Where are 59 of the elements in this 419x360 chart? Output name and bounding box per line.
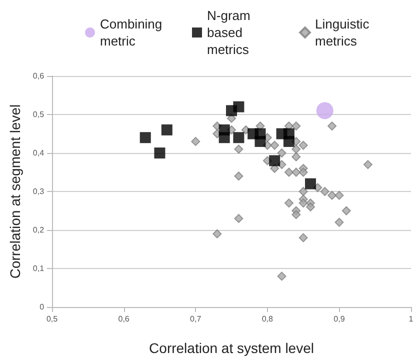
point [328, 122, 337, 131]
point [140, 132, 151, 144]
x-tick-label: 0,9 [334, 314, 346, 324]
legend-label: N-gram based metrics [207, 8, 254, 57]
point [234, 172, 244, 181]
point [292, 168, 301, 177]
point [334, 218, 344, 227]
x-tick-label: 0,5 [46, 314, 58, 324]
point [212, 229, 222, 238]
point [277, 148, 286, 158]
point [254, 136, 266, 147]
y-tick-label: 0,4 [32, 148, 45, 158]
point [316, 102, 334, 120]
point [328, 190, 337, 200]
y-tick-label: 0,3 [32, 187, 45, 196]
point [298, 187, 308, 196]
point [233, 132, 244, 144]
point [227, 114, 236, 123]
y-tick-label: 0,6 [32, 72, 45, 80]
point [233, 101, 244, 112]
point [342, 206, 351, 216]
point [304, 178, 316, 190]
y-tick-label: 0,1 [32, 264, 45, 273]
x-axis-title: Correlation at system level [149, 340, 314, 356]
point [191, 136, 200, 146]
x-tick-label: 1 [408, 314, 414, 324]
point [306, 202, 315, 212]
point [284, 198, 294, 208]
point [283, 136, 294, 147]
point [292, 144, 301, 154]
point [292, 152, 301, 162]
y-tick-label: 0,2 [32, 226, 45, 234]
point [154, 148, 166, 158]
y-tick-label: 0 [40, 302, 45, 312]
point [277, 272, 286, 281]
point [298, 140, 308, 150]
point [292, 122, 301, 131]
point [298, 233, 308, 242]
x-tick-label: 0,7 [190, 314, 202, 324]
point [270, 140, 280, 150]
point [320, 187, 330, 196]
y-axis-title: Correlation at segment level [7, 104, 23, 279]
point [218, 132, 230, 144]
point [234, 144, 244, 154]
point [284, 168, 294, 177]
legend-label: Linguistic metrics [315, 16, 373, 48]
legend-label: Combining metric [100, 16, 166, 48]
point [292, 210, 301, 220]
x-tick-label: 0,8 [262, 314, 274, 324]
point [363, 160, 372, 170]
point [298, 168, 308, 177]
x-tick-label: 0,6 [118, 314, 130, 324]
point [270, 164, 280, 173]
point [161, 124, 172, 136]
point [298, 198, 308, 208]
point [269, 155, 280, 166]
y-tick-label: 0,5 [32, 110, 45, 119]
point [234, 214, 244, 223]
point [334, 190, 344, 200]
